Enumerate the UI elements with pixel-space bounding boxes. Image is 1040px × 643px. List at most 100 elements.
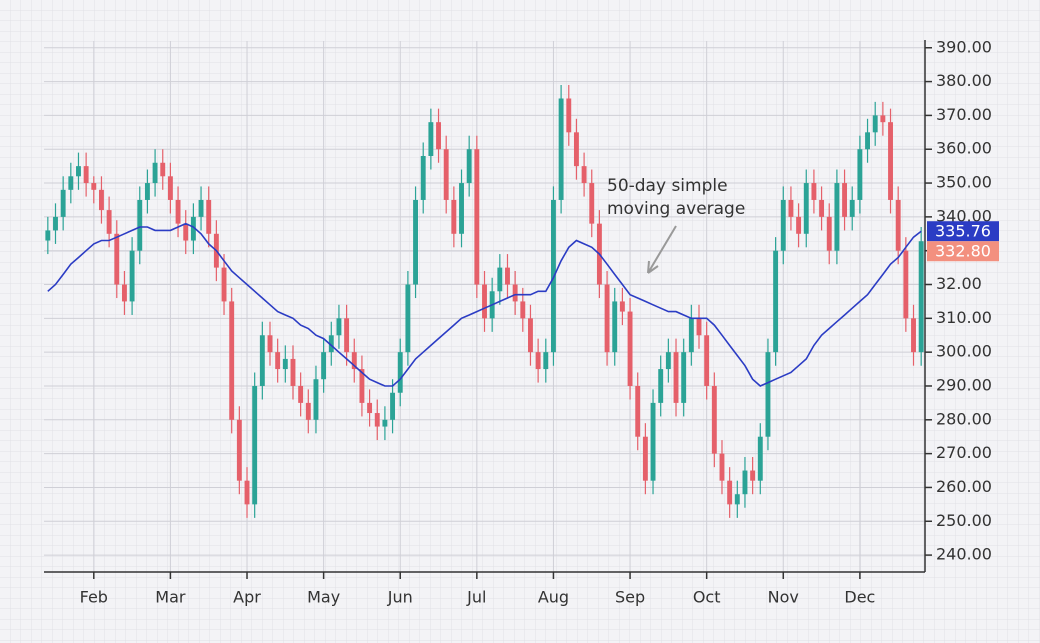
candle-body (650, 402, 656, 481)
candle-body (367, 402, 373, 414)
candle-body (742, 470, 748, 495)
candle-body (144, 183, 150, 200)
candle-body (282, 358, 288, 370)
candle-body (121, 284, 127, 302)
candle-body (505, 267, 510, 285)
y-tick-label: 32.00 (936, 274, 982, 293)
marks (45, 84, 924, 518)
candle-body (581, 166, 587, 184)
candle-body (459, 183, 464, 234)
moving-average-line (47, 222, 922, 387)
candle-body (612, 301, 618, 353)
candle-body (53, 216, 58, 231)
candle-body (673, 352, 679, 403)
y-tick-label: 280.00 (936, 409, 992, 428)
y-tick-label: 270.00 (936, 443, 992, 462)
candle-body (635, 385, 641, 437)
candle-body (106, 210, 112, 234)
candle-body (390, 392, 396, 420)
candle-body (688, 318, 694, 353)
price-label-box (927, 241, 999, 262)
candle-body (535, 352, 541, 370)
candle-body (780, 199, 786, 251)
candle-body (413, 199, 419, 285)
x-tick-label: Nov (768, 588, 799, 607)
candle-body (888, 122, 893, 200)
candle-body (849, 199, 855, 217)
x-tick-label: Jul (466, 588, 486, 607)
candle-body (466, 149, 472, 184)
candle-body (788, 199, 794, 217)
candle-body (573, 132, 579, 167)
x-tick-label: Mar (155, 588, 186, 607)
candle-body (497, 267, 503, 292)
candle-body (275, 352, 281, 370)
candle-body (351, 352, 357, 370)
candle-body (872, 115, 878, 133)
y-tick-label: 290.00 (936, 375, 992, 394)
candle-body (803, 183, 809, 234)
price-label-box (927, 221, 999, 242)
candle-body (512, 284, 518, 302)
candle-body (895, 199, 901, 251)
candle-body (566, 98, 572, 133)
candle-body (704, 335, 710, 386)
candle-body (68, 176, 74, 190)
y-tick-label: 390.00 (936, 37, 992, 56)
candle-body (91, 183, 97, 190)
candle-body (244, 480, 250, 505)
candle-body (298, 385, 304, 403)
candle-body (880, 115, 886, 123)
candle-body (45, 230, 51, 241)
candle-body (405, 284, 411, 353)
y-tick-label: 380.00 (936, 71, 992, 90)
candle-body (190, 216, 196, 241)
candle-body (696, 318, 702, 336)
candle-body (206, 199, 212, 234)
candle-body (918, 241, 924, 353)
candle-body (811, 183, 817, 200)
candle-body (374, 413, 380, 427)
candle-body (397, 352, 403, 393)
candle-body (183, 223, 189, 241)
candle-body (76, 166, 81, 177)
y-tick-label: 310.00 (936, 308, 992, 327)
y-tick-label: 260.00 (936, 477, 992, 496)
candle-body (719, 453, 725, 481)
candle-body (313, 379, 319, 420)
candle-body (734, 494, 740, 505)
candle-body (482, 284, 487, 319)
candle-body (642, 436, 648, 481)
candle-body (604, 284, 610, 353)
candle-body (198, 199, 204, 217)
candle-body (221, 267, 227, 302)
candle-body (60, 189, 66, 217)
candle-body (665, 352, 671, 370)
candle-body (99, 189, 104, 211)
annotation-arrow (647, 225, 677, 274)
y-tick-label: 240.00 (936, 545, 992, 564)
y-tick-label: 360.00 (936, 139, 992, 158)
candle-body (167, 176, 173, 200)
candle-body (826, 216, 832, 251)
candle-body (114, 233, 120, 285)
candle-body (443, 149, 449, 200)
candle-body (305, 402, 311, 420)
x-tick-label: Oct (693, 588, 721, 607)
x-tick-label: May (307, 588, 340, 607)
candle-body (290, 358, 296, 386)
candle-body (252, 385, 258, 505)
annotation: moving average (607, 199, 745, 219)
candle-body (420, 155, 426, 200)
candle-body (175, 199, 181, 224)
candle-body (796, 216, 802, 234)
candle-body (528, 318, 533, 353)
candle-body (382, 419, 388, 427)
candle-body (773, 250, 779, 353)
y-tick-label: 370.00 (936, 105, 992, 124)
candle-body (727, 480, 733, 505)
